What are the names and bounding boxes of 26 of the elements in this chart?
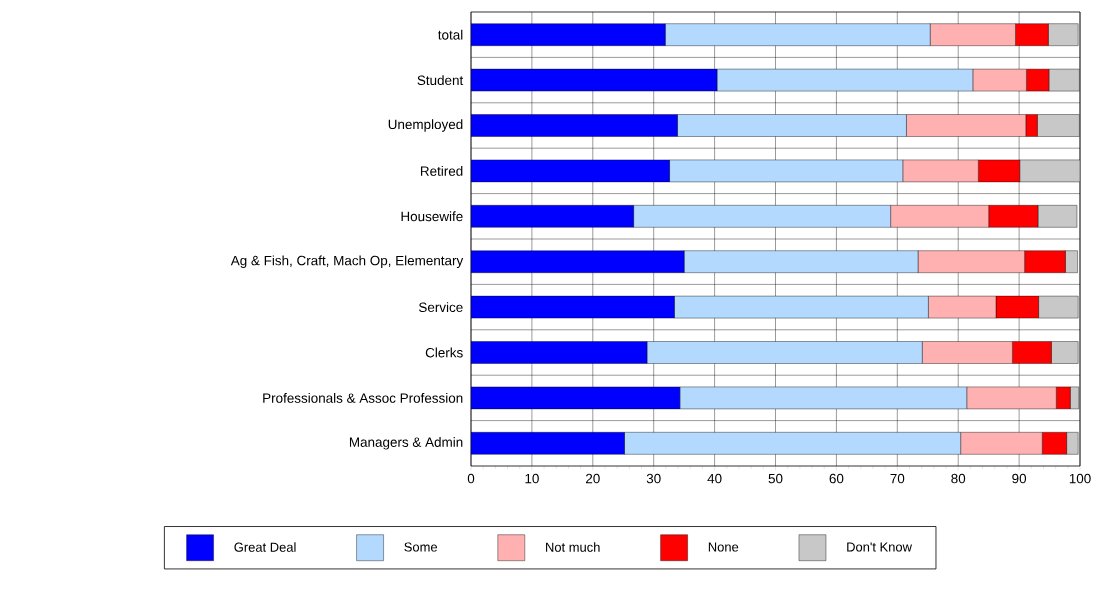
x-tick-label: 40	[707, 473, 722, 484]
x-tick-label: 20	[586, 473, 600, 484]
y-tick-label: Managers & Admin	[349, 437, 463, 450]
x-tick-label: 30	[646, 473, 661, 484]
y-tick-label: Retired	[420, 165, 463, 176]
y-tick-label: total	[438, 29, 463, 40]
x-tick-label: 90	[1012, 473, 1027, 484]
x-tick-label: 60	[829, 473, 844, 484]
legend-label: Some	[404, 542, 438, 552]
legend-label: Not much	[546, 542, 600, 552]
y-tick-label: Unemployed	[388, 119, 463, 132]
legend-label: Great Deal	[234, 542, 296, 552]
x-tick-label: 70	[890, 473, 905, 484]
legend-label: Don't Know	[847, 542, 912, 552]
x-tick-label: 10	[525, 473, 539, 484]
legend-label: None	[708, 542, 739, 552]
x-tick-label: 50	[768, 473, 783, 484]
y-tick-label: Housewife	[401, 211, 463, 222]
y-tick-label: Professionals & Assoc Profession	[263, 392, 463, 403]
y-tick-label: Ag & Fish, Craft, Mach Op, Elementary	[230, 255, 464, 268]
x-tick-label: 100	[1069, 473, 1091, 484]
y-tick-label: Clerks	[425, 347, 463, 358]
x-tick-label: 80	[951, 473, 966, 484]
y-tick-label: Student	[417, 75, 464, 86]
y-tick-label: Service	[418, 302, 463, 313]
x-tick-label: 0	[467, 473, 475, 484]
